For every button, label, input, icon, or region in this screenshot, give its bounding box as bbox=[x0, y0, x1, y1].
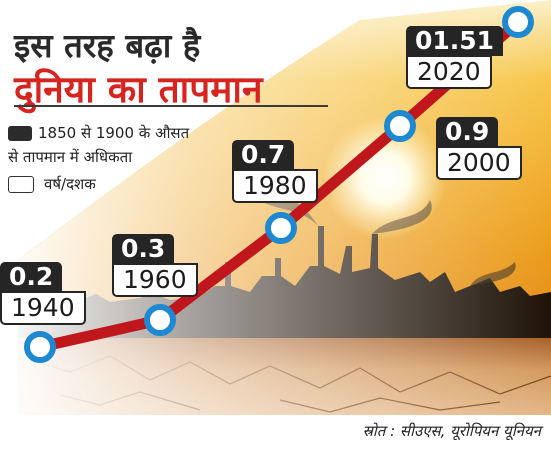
value-label: 0.9 bbox=[436, 117, 499, 147]
data-markers bbox=[24, 6, 534, 363]
callout-2000: 0.9 2000 bbox=[436, 117, 522, 180]
title-line-2: दुनिया का तापमान bbox=[14, 68, 263, 111]
year-label: 1940 bbox=[0, 291, 86, 325]
callout-2020: 01.51 2020 bbox=[406, 26, 504, 89]
value-label: 0.2 bbox=[0, 262, 63, 292]
source-credit: स्रोत : सीउएस, यूरोपियन यूनियन bbox=[362, 422, 541, 440]
callout-1940: 0.2 1940 bbox=[0, 262, 86, 325]
data-point-2020 bbox=[502, 6, 534, 38]
legend-swatch-dark bbox=[8, 125, 32, 141]
year-label: 1960 bbox=[112, 263, 198, 297]
year-label: 2000 bbox=[436, 146, 522, 180]
legend-year-label: वर्ष/दशक bbox=[44, 175, 96, 193]
data-point-1980 bbox=[265, 212, 297, 244]
title-line-1: इस तरह बढ़ा है bbox=[14, 26, 201, 65]
value-label: 0.3 bbox=[112, 234, 175, 264]
legend-temperature-continued: से तापमान में अधिकता bbox=[8, 147, 132, 167]
data-point-2000 bbox=[384, 110, 416, 142]
year-label: 1980 bbox=[232, 169, 318, 203]
value-label: 0.7 bbox=[232, 140, 295, 170]
legend-temperature-label-2: से तापमान में अधिकता bbox=[8, 148, 133, 166]
callout-1960: 0.3 1960 bbox=[112, 234, 198, 297]
legend-temperature: 1850 से 1900 के औसत bbox=[8, 123, 189, 143]
legend-year: वर्ष/दशक bbox=[8, 174, 96, 194]
value-label: 01.51 bbox=[406, 26, 504, 56]
callout-1980: 0.7 1980 bbox=[232, 140, 318, 203]
data-point-1960 bbox=[144, 304, 176, 336]
legend-swatch-light bbox=[8, 175, 34, 193]
legend-temperature-label-1: 1850 से 1900 के औसत bbox=[38, 124, 190, 142]
year-label: 2020 bbox=[406, 55, 492, 89]
data-point-1940 bbox=[24, 331, 56, 363]
title-underline bbox=[14, 105, 328, 107]
